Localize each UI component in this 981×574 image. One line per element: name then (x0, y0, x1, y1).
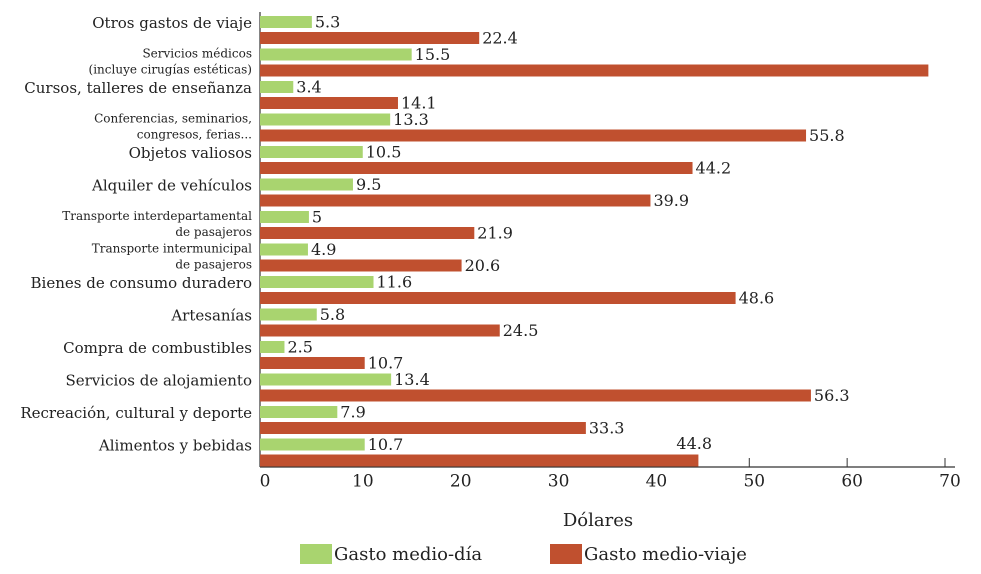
bar (260, 406, 338, 418)
data-label: 5 (312, 208, 322, 227)
bar (260, 308, 317, 321)
data-label: 44.2 (696, 159, 732, 178)
legend-swatch (550, 544, 582, 564)
data-label: 56.3 (814, 386, 850, 405)
data-label: 3.4 (296, 78, 321, 97)
data-label: 48.6 (739, 289, 775, 308)
y-tick-label: Alquiler de vehículos (91, 177, 252, 195)
data-label: 14.1 (401, 94, 437, 113)
data-label: 33.3 (589, 419, 625, 438)
legend-label: Gasto medio-viaje (584, 544, 747, 565)
y-tick-label: Transporte intermunicipal de pasajeros (92, 241, 252, 271)
bar (260, 438, 365, 451)
x-tick-label: 70 (939, 472, 961, 492)
x-tick-label: 60 (841, 472, 863, 492)
bar (260, 129, 807, 142)
bar (260, 113, 391, 126)
y-tick-label: Bienes de consumo duradero (31, 274, 252, 292)
bar (260, 292, 736, 304)
data-label: 4.9 (311, 240, 336, 259)
x-tick-label: 10 (352, 472, 374, 492)
bar (260, 276, 374, 288)
bar (260, 81, 294, 93)
x-tick-label: 30 (548, 472, 570, 492)
data-label: 55.8 (809, 126, 845, 145)
data-label: 22.4 (482, 29, 518, 48)
data-label: 44.8 (676, 434, 712, 453)
x-tick-label: 0 (260, 472, 271, 492)
data-label: 13.4 (394, 370, 430, 389)
y-tick-label: Compra de combustibles (63, 339, 252, 357)
y-tick-label: Transporte interdepartamental de pasajero… (62, 209, 252, 239)
bar (260, 454, 699, 467)
data-label: 5.8 (320, 305, 345, 324)
bar (260, 357, 365, 369)
y-tick-label: Recreación, cultural y deporte (20, 404, 252, 422)
bar (260, 162, 693, 174)
data-label: 5.3 (315, 13, 340, 32)
data-label: 24.5 (503, 321, 539, 340)
x-tick-label: 50 (743, 472, 765, 492)
x-tick-label: 40 (646, 472, 668, 492)
legend-swatch (300, 544, 332, 564)
data-label: 10.7 (368, 354, 404, 373)
bar (260, 146, 363, 158)
data-label: 2.5 (287, 338, 312, 357)
y-tick-label: Objetos valiosos (129, 144, 252, 162)
data-label: 7.9 (340, 403, 365, 422)
data-label: 10.5 (366, 143, 402, 162)
y-tick-label: Cursos, talleres de enseñanza (24, 79, 252, 97)
bar (260, 194, 651, 207)
bar (260, 32, 480, 44)
data-label: 10.7 (368, 435, 404, 454)
bar (260, 341, 285, 353)
bar (260, 16, 312, 28)
data-label: 15.5 (415, 45, 451, 64)
bar (260, 259, 462, 272)
bar (260, 324, 500, 337)
data-label: 20.6 (465, 256, 501, 275)
bar (260, 48, 412, 61)
bar (260, 373, 392, 386)
y-tick-label: Artesanías (170, 307, 252, 325)
legend-label: Gasto medio-día (334, 544, 482, 565)
bar (260, 243, 308, 256)
data-label: 13.3 (393, 110, 429, 129)
bar (260, 422, 586, 434)
x-tick-label: 20 (450, 472, 472, 492)
x-axis-label: Dólares (563, 510, 633, 531)
bar (260, 227, 475, 239)
bar (260, 389, 811, 402)
y-tick-label: Alimentos y bebidas (98, 437, 252, 455)
y-tick-label: Conferencias, seminarios, congresos, feri… (94, 111, 252, 141)
y-tick-label: Servicios médicos (incluye cirugías estét… (89, 46, 252, 76)
bar (260, 97, 398, 109)
data-label: 21.9 (477, 224, 513, 243)
y-tick-label: Otros gastos de viaje (92, 14, 252, 32)
data-label: 11.6 (377, 273, 413, 292)
data-label: 9.5 (356, 175, 381, 194)
bar (260, 211, 309, 223)
data-label: 39.9 (653, 191, 689, 210)
bar (260, 64, 929, 77)
bar (260, 178, 353, 191)
y-tick-label: Servicios de alojamiento (65, 372, 252, 390)
